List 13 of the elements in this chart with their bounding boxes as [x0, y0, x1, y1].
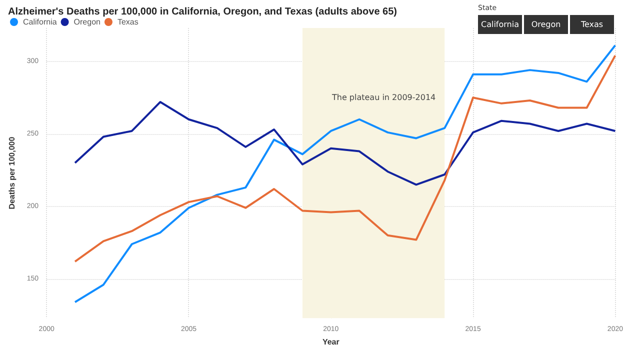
y-axis-title: Deaths per 100,000	[8, 136, 16, 210]
line-series	[74, 100, 616, 186]
filter-button[interactable]: California	[478, 15, 522, 34]
x-axis-title: Year	[322, 338, 340, 346]
legend-label: Oregon	[74, 18, 100, 26]
legend-label: Texas	[117, 18, 138, 26]
chart-title: Alzheimer's Deaths per 100,000 in California, Oregon, and Texas (adults above 65)	[8, 6, 397, 18]
line-series	[74, 54, 616, 263]
filter-button[interactable]: Oregon	[524, 15, 568, 34]
legend-label: California	[23, 18, 58, 26]
filter-button[interactable]: Texas	[570, 15, 614, 34]
annotation: The plateau in 2009-2014	[332, 93, 436, 102]
line-series	[74, 44, 616, 304]
